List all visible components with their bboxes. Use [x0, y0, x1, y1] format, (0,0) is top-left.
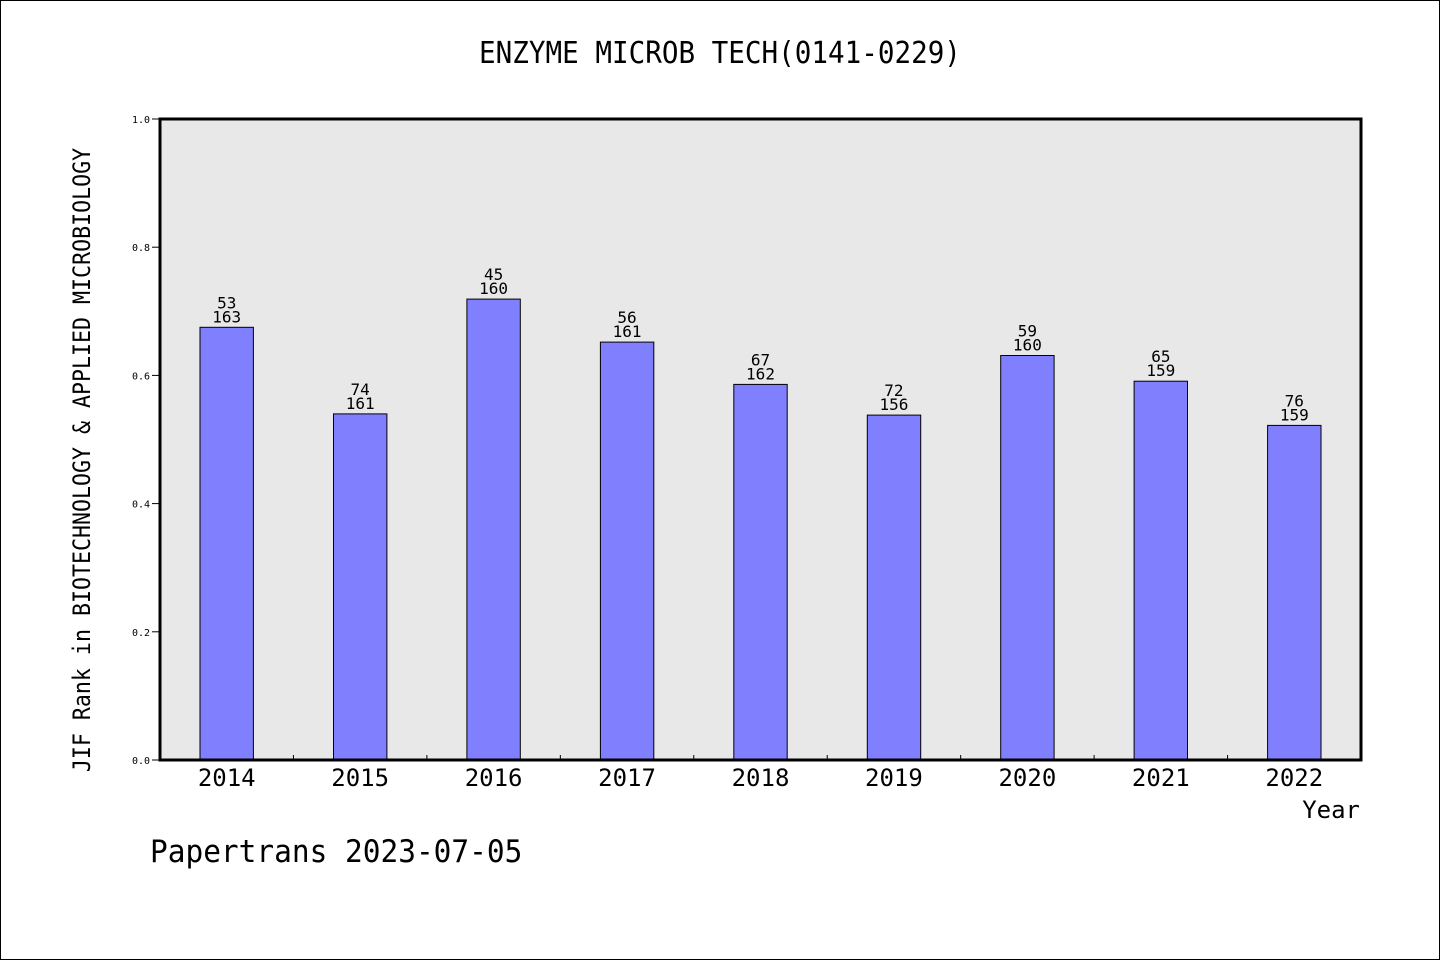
bar-2022 — [1267, 424, 1322, 761]
bar-2016 — [466, 298, 521, 761]
rank-label-2020: 59 — [1018, 322, 1037, 341]
plot-border — [158, 117, 1363, 762]
chart-title: ENZYME MICROB TECH(0141-0229) — [479, 36, 961, 71]
bar-2018 — [733, 383, 788, 761]
total-label-2020: 160 — [1013, 336, 1042, 355]
total-label-2017: 161 — [613, 322, 642, 341]
rank-label-2016: 45 — [484, 265, 503, 284]
y-tick-label: 0.8 — [132, 243, 150, 254]
x-tick-label-2022: 2022 — [1265, 764, 1323, 792]
rank-label-2019: 72 — [884, 381, 903, 400]
x-tick-label-2014: 2014 — [198, 764, 256, 792]
rank-label-2022: 76 — [1285, 391, 1304, 410]
bar-2019 — [866, 414, 922, 761]
x-tick-label-2020: 2020 — [998, 764, 1056, 792]
x-tick-label-2019: 2019 — [865, 764, 923, 792]
total-label-2022: 159 — [1280, 405, 1309, 424]
bar-2015 — [333, 413, 388, 761]
y-tick-label: 0.2 — [132, 628, 150, 639]
bar-2021 — [1133, 380, 1188, 761]
total-label-2015: 161 — [346, 394, 375, 413]
y-tick-label: 0.4 — [132, 500, 150, 511]
y-tick-label: 1.0 — [132, 115, 150, 126]
rank-label-2017: 56 — [617, 308, 636, 327]
y-tick-label: 0.0 — [132, 756, 150, 767]
rank-label-2018: 67 — [751, 350, 770, 369]
y-tick-label: 0.6 — [132, 371, 150, 382]
footer-credit: Papertrans 2023-07-05 — [150, 834, 523, 870]
rank-label-2021: 65 — [1151, 347, 1170, 366]
rank-label-2015: 74 — [351, 380, 370, 399]
x-tick-label-2018: 2018 — [732, 764, 790, 792]
bar-2020 — [1000, 355, 1055, 761]
rank-label-2014: 53 — [217, 293, 236, 312]
x-tick-label-2017: 2017 — [598, 764, 656, 792]
x-tick-label-2016: 2016 — [465, 764, 523, 792]
x-axis-label: Year — [1302, 796, 1360, 824]
x-tick-label-2015: 2015 — [331, 764, 389, 792]
x-tick-label-2021: 2021 — [1132, 764, 1190, 792]
bar-2014 — [199, 326, 254, 761]
total-label-2019: 156 — [879, 395, 908, 414]
total-label-2014: 163 — [212, 307, 241, 326]
total-label-2016: 160 — [479, 279, 508, 298]
total-label-2021: 159 — [1146, 361, 1175, 380]
total-label-2018: 162 — [746, 364, 775, 383]
bar-2017 — [599, 341, 655, 761]
